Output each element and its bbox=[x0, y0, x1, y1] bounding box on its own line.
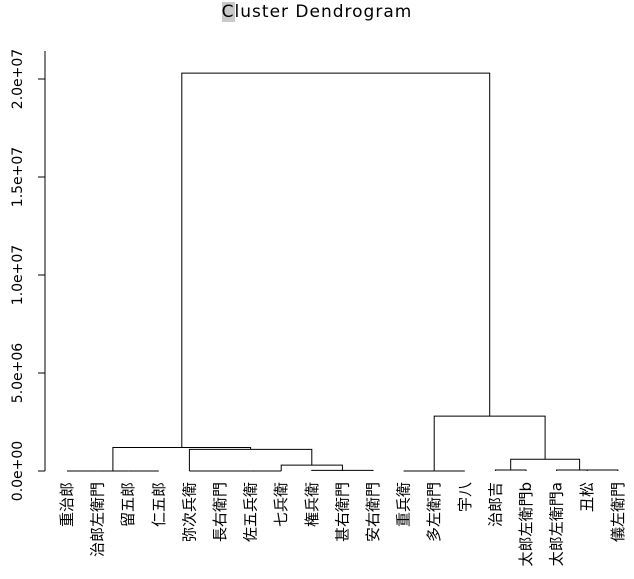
title-selection-highlight: C bbox=[221, 2, 235, 22]
leaf-label: 安右衛門 bbox=[364, 482, 382, 542]
leaf-label: 長右衛門 bbox=[211, 482, 229, 542]
leaf-label: 多左衛門 bbox=[425, 482, 443, 542]
dendrogram-link bbox=[433, 415, 546, 471]
leaf-label: 治郎吉 bbox=[486, 482, 504, 527]
dendrogram-link bbox=[556, 469, 603, 471]
y-tick-label: 1.5e+07 bbox=[10, 147, 26, 207]
dendrogram-link bbox=[188, 448, 313, 471]
leaf-label: 七兵衛 bbox=[272, 482, 290, 527]
leaf-label: 佐五兵衛 bbox=[242, 482, 260, 542]
leaf-label: 権兵衛 bbox=[303, 482, 321, 527]
leaf-label: 儀左衛門 bbox=[609, 482, 627, 542]
chart-title: Cluster Dendrogram bbox=[221, 2, 414, 22]
leaf-label: 留五郎 bbox=[119, 482, 137, 527]
leaf-label: 弥次兵衛 bbox=[180, 482, 198, 542]
leaf-label: 宇八 bbox=[456, 482, 474, 512]
y-tick-label: 1.0e+07 bbox=[10, 245, 26, 305]
title-rest: luster Dendrogram bbox=[234, 2, 413, 22]
dendrogram-link bbox=[112, 447, 252, 471]
title-wrap: Cluster Dendrogram bbox=[0, 2, 634, 22]
leaf-label: 甚右衛門 bbox=[333, 482, 351, 542]
leaf-label: 重治郎 bbox=[58, 482, 76, 527]
leaf-label: 重兵衛 bbox=[395, 482, 413, 527]
dendrogram-link bbox=[311, 469, 343, 471]
dendrogram-link bbox=[494, 469, 527, 471]
leaf-label: 治郎左衛門 bbox=[89, 482, 107, 557]
y-tick-label: 5.0e+06 bbox=[10, 343, 26, 404]
leaf-label: 太郎左衛門b bbox=[517, 482, 535, 567]
dendrogram-link bbox=[341, 469, 374, 471]
leaf-label: 太郎左衛門a bbox=[548, 482, 566, 566]
y-tick-label: 0.0e+00 bbox=[10, 441, 26, 501]
leaf-label: 丑松 bbox=[578, 482, 596, 512]
dendrogram-link bbox=[181, 72, 491, 448]
dendrogram-link bbox=[510, 458, 581, 470]
leaf-label: 仁五郎 bbox=[150, 482, 168, 527]
y-tick-label: 2.0e+07 bbox=[10, 49, 26, 109]
